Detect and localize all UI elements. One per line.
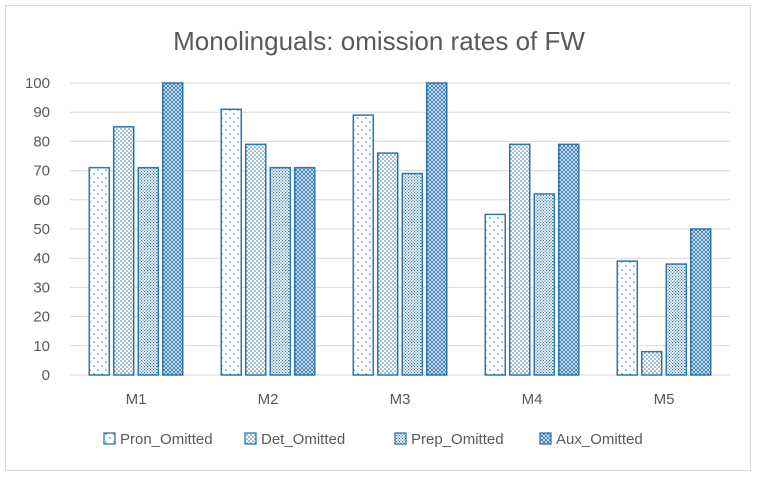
bar-m5-pron-omitted	[616, 260, 638, 376]
x-tick-label: M1	[126, 391, 147, 408]
legend-swatch	[244, 432, 257, 445]
bar-m1-pron-omitted	[88, 166, 110, 376]
x-axis: M1 M2 M3 M4 M5	[126, 391, 675, 408]
legend-label: Pron_Omitted	[120, 431, 213, 448]
y-axis: 0 10 20 30 40 50 60 70 80 90 100	[25, 75, 50, 384]
legend-label: Det_Omitted	[261, 431, 345, 448]
y-tick-label: 80	[33, 133, 50, 150]
legend-swatch	[394, 432, 407, 445]
bar-m5-prep-omitted	[665, 263, 687, 376]
y-tick-label: 100	[25, 75, 50, 92]
x-tick-label: M3	[390, 391, 411, 408]
bar-m3-pron-omitted	[352, 114, 374, 376]
bar-m2-aux-omitted	[294, 166, 316, 376]
y-tick-label: 30	[33, 279, 50, 296]
x-tick-label: M2	[258, 391, 279, 408]
y-tick-label: 70	[33, 163, 50, 180]
bar-m5-det-omitted	[641, 350, 663, 376]
bar-m4-pron-omitted	[484, 213, 506, 376]
bar-m4-prep-omitted	[533, 193, 555, 376]
bar-m3-prep-omitted	[401, 172, 423, 376]
legend-label: Prep_Omitted	[411, 431, 504, 448]
y-tick-label: 40	[33, 250, 50, 267]
bar-m4-aux-omitted	[558, 143, 580, 376]
bar-m1-det-omitted	[113, 126, 135, 376]
y-tick-label: 0	[42, 367, 50, 384]
bar-m2-det-omitted	[245, 143, 267, 376]
x-tick-label: M4	[522, 391, 543, 408]
y-tick-label: 90	[33, 104, 50, 121]
legend-swatch	[539, 432, 552, 445]
y-tick-label: 10	[33, 338, 50, 355]
legend: Pron_Omitted Det_Omitted Prep_Omitted Aux_O…	[103, 431, 643, 448]
bars	[88, 82, 712, 376]
legend-swatch	[103, 432, 116, 445]
y-tick-label: 20	[33, 309, 50, 326]
bar-m1-aux-omitted	[162, 82, 184, 376]
bar-m3-aux-omitted	[426, 82, 448, 376]
bar-m3-det-omitted	[377, 152, 399, 376]
chart-title: Monolinguals: omission rates of FW	[173, 26, 585, 56]
y-tick-label: 60	[33, 192, 50, 209]
bar-m1-prep-omitted	[137, 166, 159, 376]
bar-m4-det-omitted	[509, 143, 531, 376]
bar-m5-aux-omitted	[690, 228, 712, 376]
x-tick-label: M5	[654, 391, 675, 408]
bar-m2-prep-omitted	[269, 166, 291, 376]
y-tick-label: 50	[33, 221, 50, 238]
legend-label: Aux_Omitted	[556, 431, 643, 448]
bar-m2-pron-omitted	[220, 108, 242, 376]
